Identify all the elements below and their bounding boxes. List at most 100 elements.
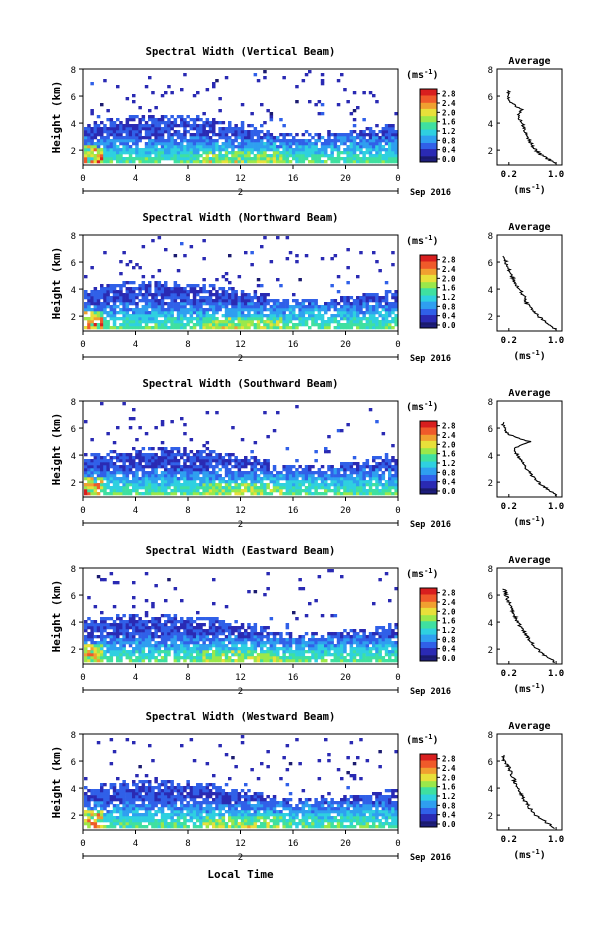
colorbar-swatches: [420, 588, 437, 661]
average-y-tick-label: 6: [488, 425, 493, 435]
date-label: Sep 2016: [410, 853, 451, 863]
x-tick-label: 4: [133, 506, 138, 516]
average-y-tick-label: 2: [488, 147, 493, 157]
x-tick-label: 0: [395, 839, 400, 849]
average-y-tick-label: 4: [488, 785, 493, 795]
colorbar-tick-label: 1.2: [442, 127, 456, 136]
x-tick-label: 16: [288, 839, 299, 849]
y-tick-label: 2: [71, 812, 76, 822]
colorbar-unit: (ms-1): [406, 234, 439, 247]
colorbar-tick-label: 2.4: [442, 598, 456, 607]
colorbar-swatches: [420, 255, 437, 328]
average-x-unit: (ms-1): [513, 682, 546, 695]
x-tick-label: 12: [235, 340, 246, 350]
x-tick-label: 0: [395, 174, 400, 184]
average-profile-line: [502, 422, 556, 496]
colorbar-tick-label: 2.4: [442, 265, 456, 274]
x-tick-label: 16: [288, 673, 299, 683]
average-y-tick-label: 8: [488, 565, 493, 575]
average-x-tick-label: 0.2: [501, 835, 517, 845]
panel-title: Spectral Width (Vertical Beam): [146, 46, 336, 58]
x-axis-title: Local Time: [207, 868, 274, 881]
colorbar-unit: (ms-1): [406, 567, 439, 580]
average-x-tick-label: 0.2: [501, 669, 517, 679]
colorbar-tick-label: 2.0: [442, 773, 456, 782]
date-label: Sep 2016: [410, 520, 451, 530]
y-tick-label: 8: [71, 398, 76, 408]
average-y-tick-label: 4: [488, 619, 493, 629]
colorbar-tick-label: 1.2: [442, 792, 456, 801]
colorbar-tick-label: 2.4: [442, 431, 456, 440]
day-label: 2: [238, 354, 243, 364]
colorbar-tick-label: 1.2: [442, 293, 456, 302]
heatmap-cells: [84, 402, 398, 495]
heatmap-cells: [84, 236, 398, 329]
colorbar-tick-label: 2.8: [442, 422, 456, 431]
x-tick-label: 4: [133, 174, 138, 184]
x-tick-label: 0: [395, 673, 400, 683]
average-y-tick-label: 8: [488, 398, 493, 408]
y-tick-label: 2: [71, 479, 76, 489]
colorbar-swatches: [420, 89, 437, 162]
y-axis-label: Height (km): [50, 580, 63, 653]
average-x-tick-label: 1.0: [548, 170, 564, 180]
y-tick-label: 6: [71, 259, 76, 269]
y-tick-label: 8: [71, 232, 76, 242]
x-tick-label: 20: [340, 174, 351, 184]
x-tick-label: 16: [288, 340, 299, 350]
colorbar-tick-label: 0.0: [442, 155, 456, 164]
y-tick-label: 2: [71, 646, 76, 656]
x-tick-label: 20: [340, 506, 351, 516]
average-y-tick-label: 2: [488, 313, 493, 323]
panel-title: Spectral Width (Northward Beam): [143, 212, 339, 224]
y-tick-label: 4: [71, 286, 76, 296]
colorbar-tick-label: 0.0: [442, 487, 456, 496]
x-tick-label: 0: [80, 340, 85, 350]
average-y-tick-label: 2: [488, 812, 493, 822]
colorbar-tick-label: 0.8: [442, 302, 456, 311]
colorbar-swatches: [420, 754, 437, 827]
x-tick-label: 8: [185, 673, 190, 683]
x-tick-label: 8: [185, 340, 190, 350]
average-x-unit: (ms-1): [513, 515, 546, 528]
colorbar-tick-label: 0.0: [442, 321, 456, 330]
colorbar-tick-label: 2.0: [442, 274, 456, 283]
average-title: Average: [508, 56, 550, 67]
y-tick-label: 8: [71, 731, 76, 741]
average-x-unit: (ms-1): [513, 349, 546, 362]
x-tick-label: 20: [340, 839, 351, 849]
average-y-tick-label: 4: [488, 120, 493, 130]
colorbar-tick-label: 1.6: [442, 783, 456, 792]
average-y-tick-label: 8: [488, 232, 493, 242]
colorbar-unit: (ms-1): [406, 733, 439, 746]
colorbar-swatches: [420, 421, 437, 494]
x-tick-label: 8: [185, 174, 190, 184]
x-tick-label: 20: [340, 340, 351, 350]
x-tick-label: 0: [80, 839, 85, 849]
x-tick-label: 12: [235, 673, 246, 683]
y-tick-label: 2: [71, 313, 76, 323]
average-x-tick-label: 1.0: [548, 835, 564, 845]
heatmap-cells: [84, 569, 398, 662]
x-tick-label: 16: [288, 506, 299, 516]
y-axis-label: Height (km): [50, 413, 63, 486]
colorbar-tick-label: 0.8: [442, 136, 456, 145]
x-tick-label: 12: [235, 839, 246, 849]
colorbar-tick-label: 2.8: [442, 256, 456, 265]
average-x-tick-label: 0.2: [501, 336, 517, 346]
x-tick-label: 0: [80, 506, 85, 516]
average-title: Average: [508, 388, 550, 399]
colorbar-tick-label: 0.4: [442, 811, 456, 820]
colorbar-tick-label: 0.4: [442, 312, 456, 321]
colorbar-tick-label: 0.0: [442, 820, 456, 829]
colorbar-tick-label: 1.2: [442, 459, 456, 468]
colorbar-tick-label: 1.6: [442, 284, 456, 293]
average-y-tick-label: 2: [488, 479, 493, 489]
x-tick-label: 20: [340, 673, 351, 683]
average-profile-line: [503, 589, 555, 663]
average-frame: [497, 568, 562, 664]
average-frame: [497, 734, 562, 830]
y-axis-label: Height (km): [50, 746, 63, 819]
colorbar-tick-label: 2.0: [442, 607, 456, 616]
x-tick-label: 0: [395, 340, 400, 350]
